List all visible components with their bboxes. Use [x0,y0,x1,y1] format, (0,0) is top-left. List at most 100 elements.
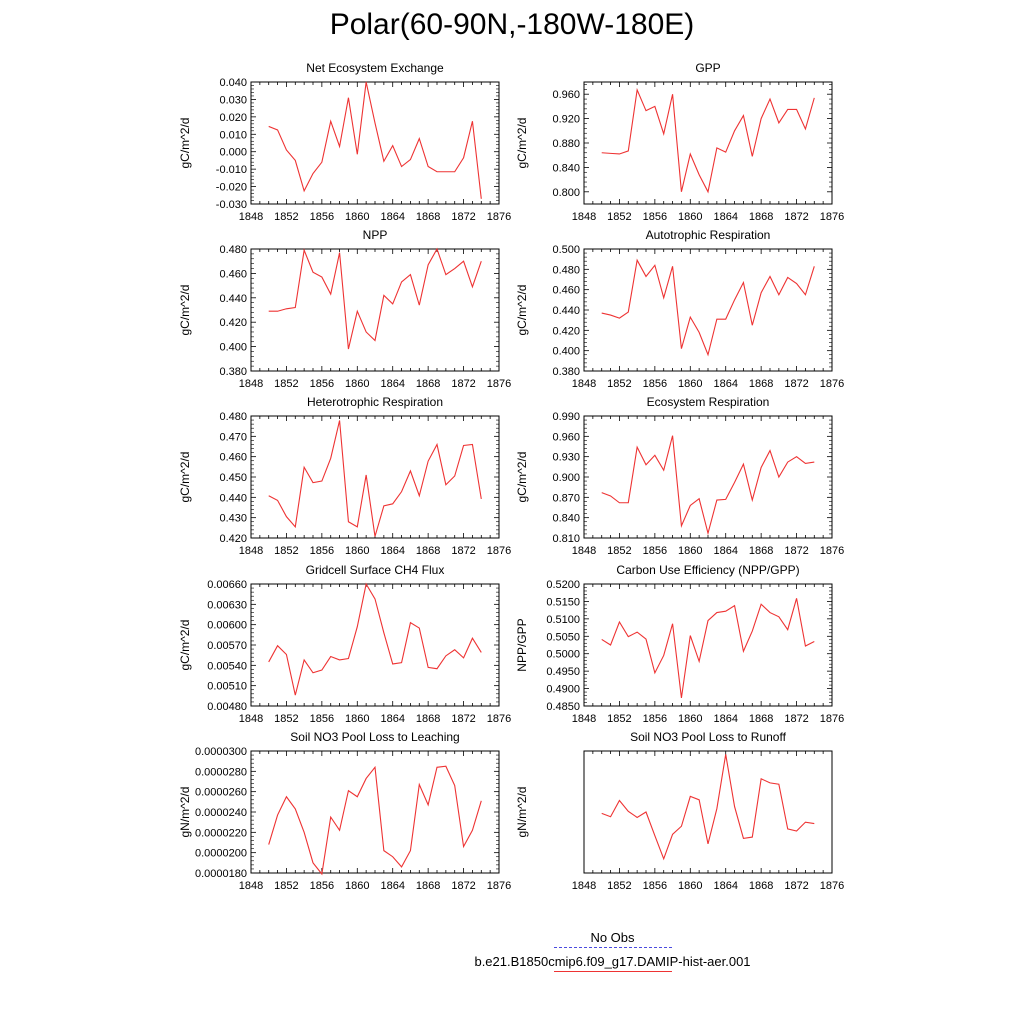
y-tick-label: 0.0000300 [195,746,247,758]
y-tick-label: 0.930 [552,452,580,464]
x-tick-label: 1856 [643,713,667,725]
x-tick-label: 1848 [239,545,263,557]
x-tick-label: 1860 [345,378,369,390]
x-tick-label: 1848 [239,713,263,725]
x-tick-label: 1876 [487,545,511,557]
panel-0: 1848 1852 1856 1860 1864 1868 1872 1876 -0.030 -0… [178,61,511,223]
plot-frame [583,415,833,539]
x-tick-label: 1872 [784,545,808,557]
x-tick-label: 1860 [678,378,702,390]
x-tick-label: 1876 [487,880,511,892]
y-tick-label: 0.400 [552,346,580,358]
y-tick-label: 0.880 [552,138,580,150]
x-tick-label: 1868 [749,545,773,557]
y-tick-label: 0.0000260 [195,787,247,799]
plot-frame [250,81,500,205]
x-tick-label: 1852 [607,545,631,557]
y-tick-label: 0.990 [552,411,580,423]
y-axis-label: gC/m^2/d [178,118,192,169]
y-axis-label: gC/m^2/d [515,118,529,169]
y-tick-label: 0.920 [552,114,580,126]
x-tick-label: 1852 [607,713,631,725]
x-tick-label: 1868 [749,378,773,390]
panel-title: Net Ecosystem Exchange [306,61,444,75]
panel-title: Soil NO3 Pool Loss to Runoff [630,730,787,744]
x-tick-label: 1872 [451,545,475,557]
x-tick-label: 1876 [820,545,844,557]
x-tick-label: 1860 [678,211,702,223]
y-tick-label: 0.810 [552,533,580,545]
x-tick-label: 1848 [239,880,263,892]
x-tick-label: 1872 [451,713,475,725]
y-axis-label: gC/m^2/d [178,620,192,671]
panel-6: 1848 1852 1856 1860 1864 1868 1872 1876 0.00480 0… [178,563,511,725]
series-line [268,582,482,696]
x-tick-label: 1848 [572,211,596,223]
series-line [601,754,815,861]
x-tick-label: 1848 [239,378,263,390]
panel-title: NPP [363,228,388,242]
y-tick-label: 0.400 [219,342,247,354]
y-tick-label: 0.0000220 [195,827,247,839]
x-tick-label: 1876 [487,378,511,390]
y-tick-label: 0.420 [219,317,247,329]
x-tick-label: 1872 [784,378,808,390]
y-tick-label: 0.0000180 [195,868,247,880]
y-tick-label: 0.5050 [546,631,580,643]
x-tick-label: 1864 [713,378,737,390]
x-tick-label: 1852 [607,211,631,223]
x-tick-label: 1856 [310,713,334,725]
y-tick-label: 0.870 [552,492,580,504]
legend-model-label: b.e21.B1850cmip6.f09_g17.DAMIP-hist-aer.… [474,954,751,969]
y-tick-label: 0.480 [552,264,580,276]
figure-title: Polar(60-90N,-180W-180E) [329,8,695,41]
x-tick-label: 1864 [713,211,737,223]
y-tick-label: 0.00660 [207,579,247,591]
y-tick-label: 0.0000280 [195,766,247,778]
panel-title: Heterotrophic Respiration [307,395,443,409]
y-tick-label: 0.5150 [546,596,580,608]
y-tick-label: 0.00480 [207,701,247,713]
plot-frame [250,248,500,372]
x-tick-label: 1872 [451,378,475,390]
panel-1: 1848 1852 1856 1860 1864 1868 1872 1876 0.800 0.8… [515,61,844,223]
y-tick-label: -0.020 [216,182,247,194]
x-tick-label: 1848 [572,378,596,390]
x-tick-label: 1860 [678,880,702,892]
panel-2: 1848 1852 1856 1860 1864 1868 1872 1876 0.380 0.4… [178,228,511,390]
plot-frame [583,81,833,205]
y-tick-label: 0.00570 [207,640,247,652]
y-tick-label: 0.5200 [546,579,580,591]
x-tick-label: 1856 [310,211,334,223]
x-tick-label: 1860 [345,713,369,725]
x-tick-label: 1868 [749,211,773,223]
x-tick-label: 1856 [310,378,334,390]
series-line [601,598,815,699]
x-tick-label: 1860 [678,545,702,557]
x-tick-label: 1872 [784,713,808,725]
panel-title: Ecosystem Respiration [647,395,770,409]
x-tick-label: 1852 [607,378,631,390]
y-tick-label: 0.420 [552,325,580,337]
y-axis-label: gC/m^2/d [515,452,529,503]
y-axis-label: gN/m^2/d [515,787,529,838]
x-tick-label: 1848 [572,713,596,725]
x-tick-label: 1868 [416,713,440,725]
x-tick-label: 1848 [572,880,596,892]
y-tick-label: 0.000 [219,147,247,159]
x-tick-label: 1860 [345,545,369,557]
x-tick-label: 1852 [274,713,298,725]
x-tick-label: 1868 [416,211,440,223]
y-tick-label: 0.0000240 [195,807,247,819]
y-tick-label: 0.480 [219,244,247,256]
y-tick-label: 0.380 [552,366,580,378]
y-tick-label: 0.450 [219,472,247,484]
legend-obs-label: No Obs [590,930,635,945]
y-tick-label: 0.0000200 [195,848,247,860]
y-tick-label: 0.00510 [207,681,247,693]
x-tick-label: 1868 [749,713,773,725]
y-tick-label: -0.030 [216,199,247,211]
plot-frame [250,583,500,707]
